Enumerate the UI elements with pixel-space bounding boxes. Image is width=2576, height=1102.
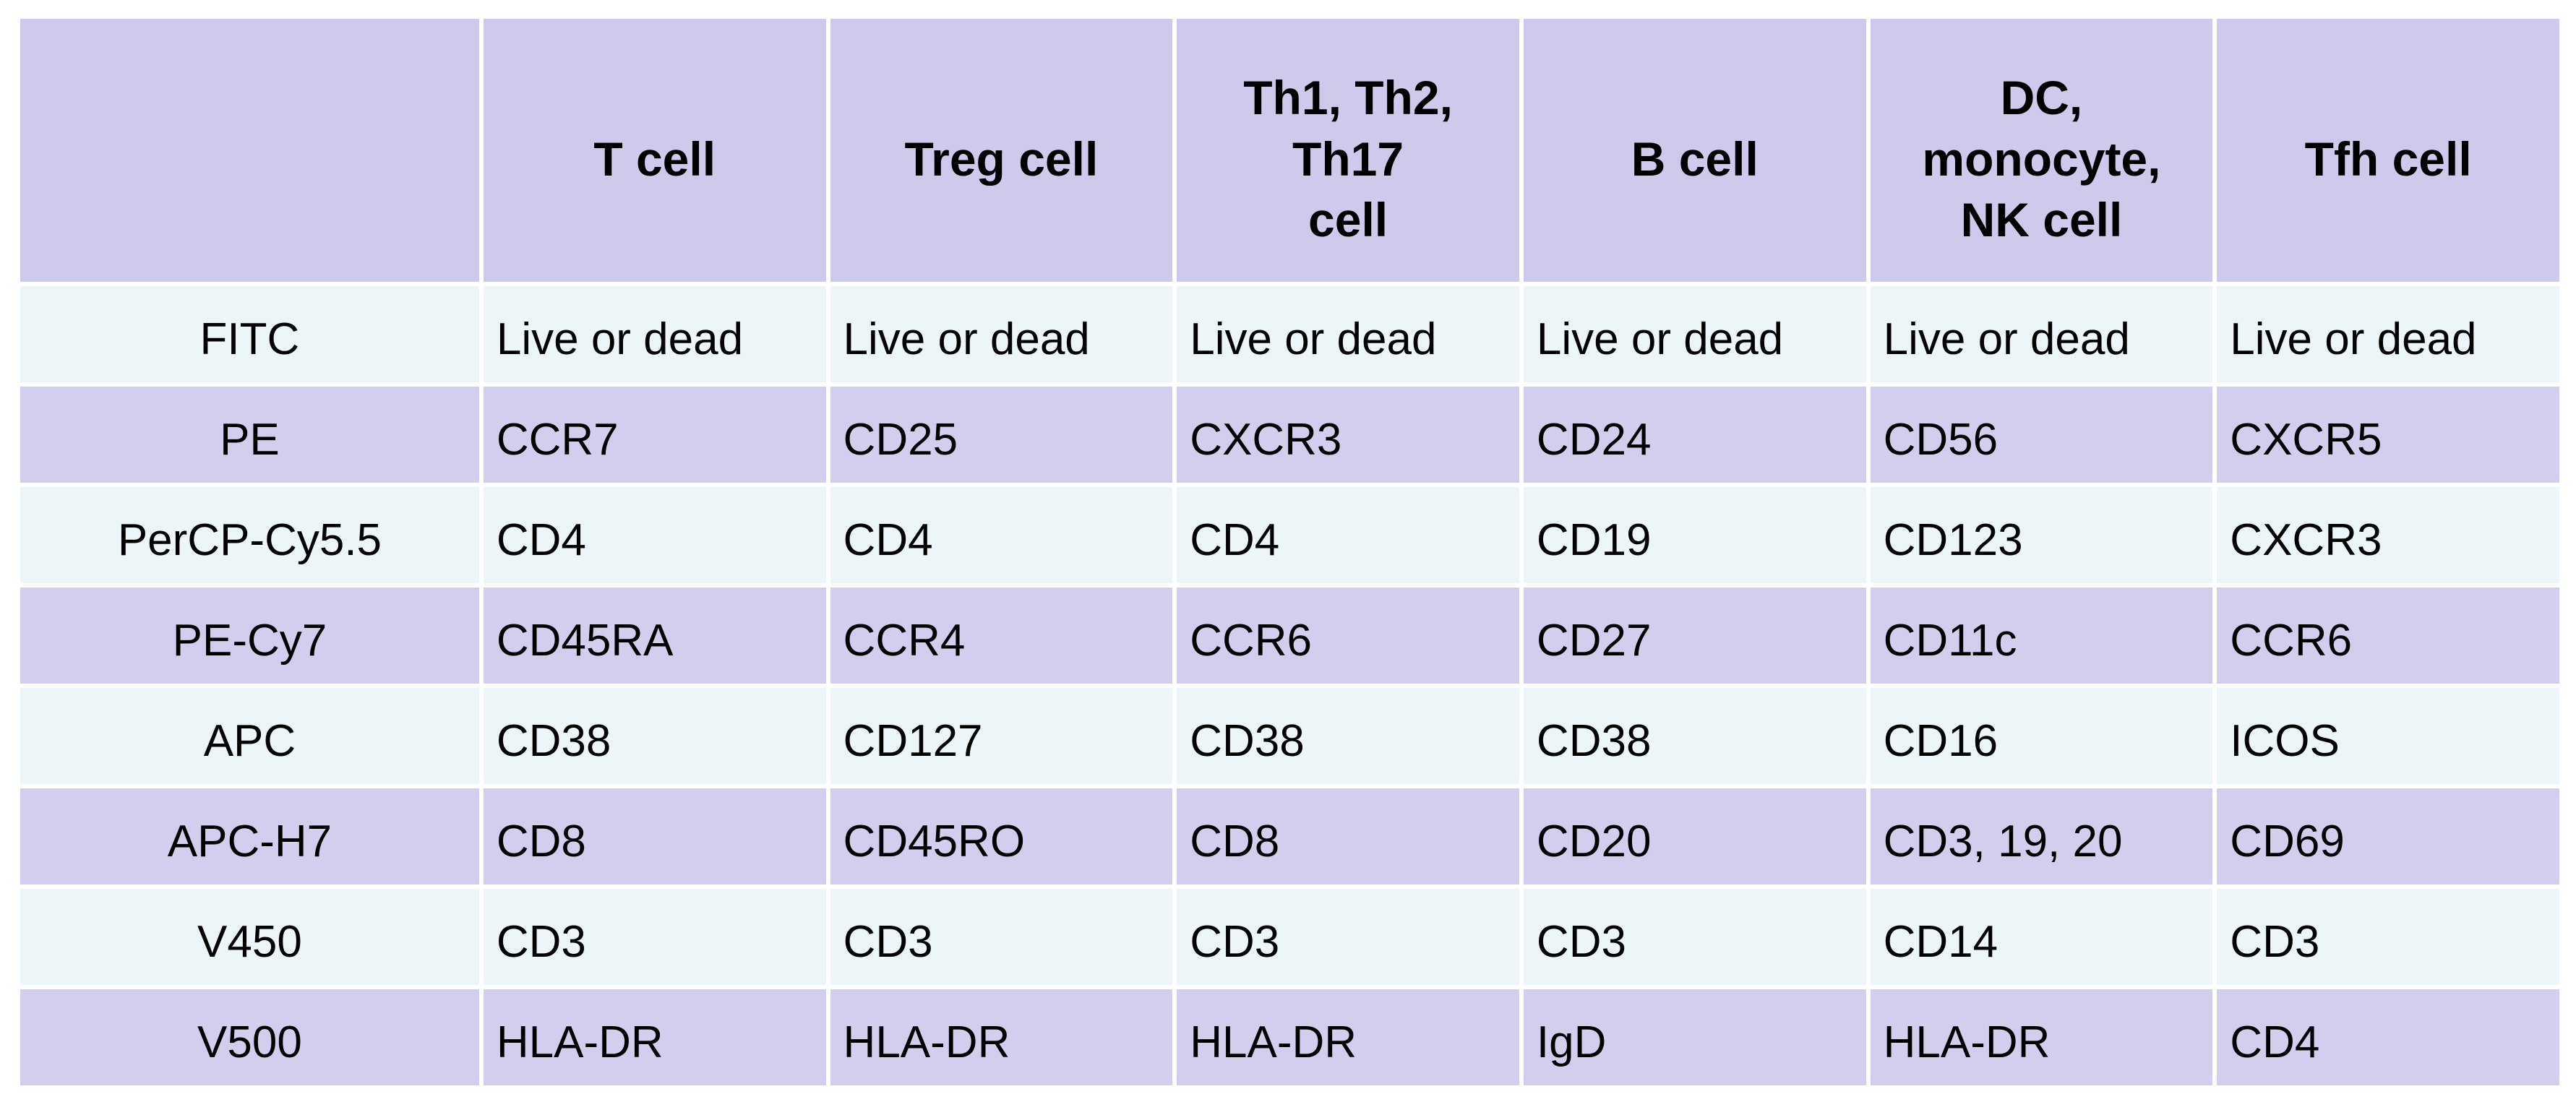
data-cell: CXCR3 — [1172, 382, 1524, 487]
data-cell: CD4 — [2212, 985, 2564, 1090]
row-label-cell: V500 — [16, 985, 484, 1090]
data-cell: Live or dead — [1866, 282, 2217, 387]
data-cell: CXCR3 — [2212, 483, 2564, 587]
data-cell: CD27 — [1519, 583, 1871, 688]
data-cell: CD4 — [1172, 483, 1524, 587]
data-cell: CD3 — [1519, 884, 1871, 989]
column-header: T cell — [478, 14, 830, 286]
table-row: APC CD38 CD127 CD38 CD38 CD16 ICOS — [16, 684, 2564, 788]
table-row: V450 CD3 CD3 CD3 CD3 CD14 CD3 — [16, 884, 2564, 989]
row-label-cell: PE — [16, 382, 484, 487]
table-row: PerCP-Cy5.5 CD4 CD4 CD4 CD19 CD123 CXCR3 — [16, 483, 2564, 587]
data-cell: CD11c — [1866, 583, 2217, 688]
data-cell: CD45RO — [825, 784, 1177, 889]
data-cell: CCR6 — [2212, 583, 2564, 688]
data-cell: CD69 — [2212, 784, 2564, 889]
data-cell: Live or dead — [825, 282, 1177, 387]
data-cell: ICOS — [2212, 684, 2564, 788]
data-cell: CD38 — [1172, 684, 1524, 788]
data-cell: CD56 — [1866, 382, 2217, 487]
table-body: FITC Live or dead Live or dead Live or dead… — [16, 282, 2564, 1090]
data-cell: HLA-DR — [478, 985, 830, 1090]
data-cell: CD45RA — [478, 583, 830, 688]
table-row: APC-H7 CD8 CD45RO CD8 CD20 CD3, 19, 20 CD69 — [16, 784, 2564, 889]
table-row: PE CCR7 CD25 CXCR3 CD24 CD56 CXCR5 — [16, 382, 2564, 487]
data-cell: IgD — [1519, 985, 1871, 1090]
data-cell: CD3 — [478, 884, 830, 989]
row-label-cell: PerCP-Cy5.5 — [16, 483, 484, 587]
data-cell: Live or dead — [1519, 282, 1871, 387]
data-cell: CD4 — [825, 483, 1177, 587]
data-cell: CD3 — [1172, 884, 1524, 989]
column-header: DC, monocyte, NK cell — [1866, 14, 2217, 286]
data-cell: CD3, 19, 20 — [1866, 784, 2217, 889]
data-cell: CD38 — [1519, 684, 1871, 788]
data-cell: CD24 — [1519, 382, 1871, 487]
data-cell: CD16 — [1866, 684, 2217, 788]
data-cell: CD8 — [478, 784, 830, 889]
data-cell: CD38 — [478, 684, 830, 788]
data-cell: CCR7 — [478, 382, 830, 487]
data-cell: CD3 — [825, 884, 1177, 989]
data-cell: CCR4 — [825, 583, 1177, 688]
row-label-cell: PE-Cy7 — [16, 583, 484, 688]
column-header: B cell — [1519, 14, 1871, 286]
data-cell: Live or dead — [478, 282, 830, 387]
row-label-cell: APC — [16, 684, 484, 788]
data-cell: HLA-DR — [825, 985, 1177, 1090]
table-row: FITC Live or dead Live or dead Live or dead… — [16, 282, 2564, 387]
data-cell: CD4 — [478, 483, 830, 587]
table-row: PE-Cy7 CD45RA CCR4 CCR6 CD27 CD11c CCR6 — [16, 583, 2564, 688]
row-label-cell: FITC — [16, 282, 484, 387]
data-cell: CD3 — [2212, 884, 2564, 989]
data-cell: CD127 — [825, 684, 1177, 788]
header-row: T cell Treg cell Th1, Th2, Th17 cell B cell… — [16, 14, 2564, 286]
row-label-cell: V450 — [16, 884, 484, 989]
column-header: Tfh cell — [2212, 14, 2564, 286]
data-cell: CD25 — [825, 382, 1177, 487]
data-cell: CXCR5 — [2212, 382, 2564, 487]
column-header: Treg cell — [825, 14, 1177, 286]
data-cell: CD123 — [1866, 483, 2217, 587]
staining-panel-table: T cell Treg cell Th1, Th2, Th17 cell B cell… — [16, 14, 2564, 1090]
data-cell: HLA-DR — [1172, 985, 1524, 1090]
data-cell: Live or dead — [2212, 282, 2564, 387]
corner-cell — [16, 14, 484, 286]
table-row: V500 HLA-DR HLA-DR HLA-DR IgD HLA-DR CD4 — [16, 985, 2564, 1090]
data-cell: HLA-DR — [1866, 985, 2217, 1090]
data-cell: CCR6 — [1172, 583, 1524, 688]
data-cell: CD19 — [1519, 483, 1871, 587]
data-cell: CD8 — [1172, 784, 1524, 889]
row-label-cell: APC-H7 — [16, 784, 484, 889]
data-cell: CD14 — [1866, 884, 2217, 989]
data-cell: Live or dead — [1172, 282, 1524, 387]
table-header: T cell Treg cell Th1, Th2, Th17 cell B cell… — [16, 14, 2564, 286]
data-cell: CD20 — [1519, 784, 1871, 889]
column-header: Th1, Th2, Th17 cell — [1172, 14, 1524, 286]
